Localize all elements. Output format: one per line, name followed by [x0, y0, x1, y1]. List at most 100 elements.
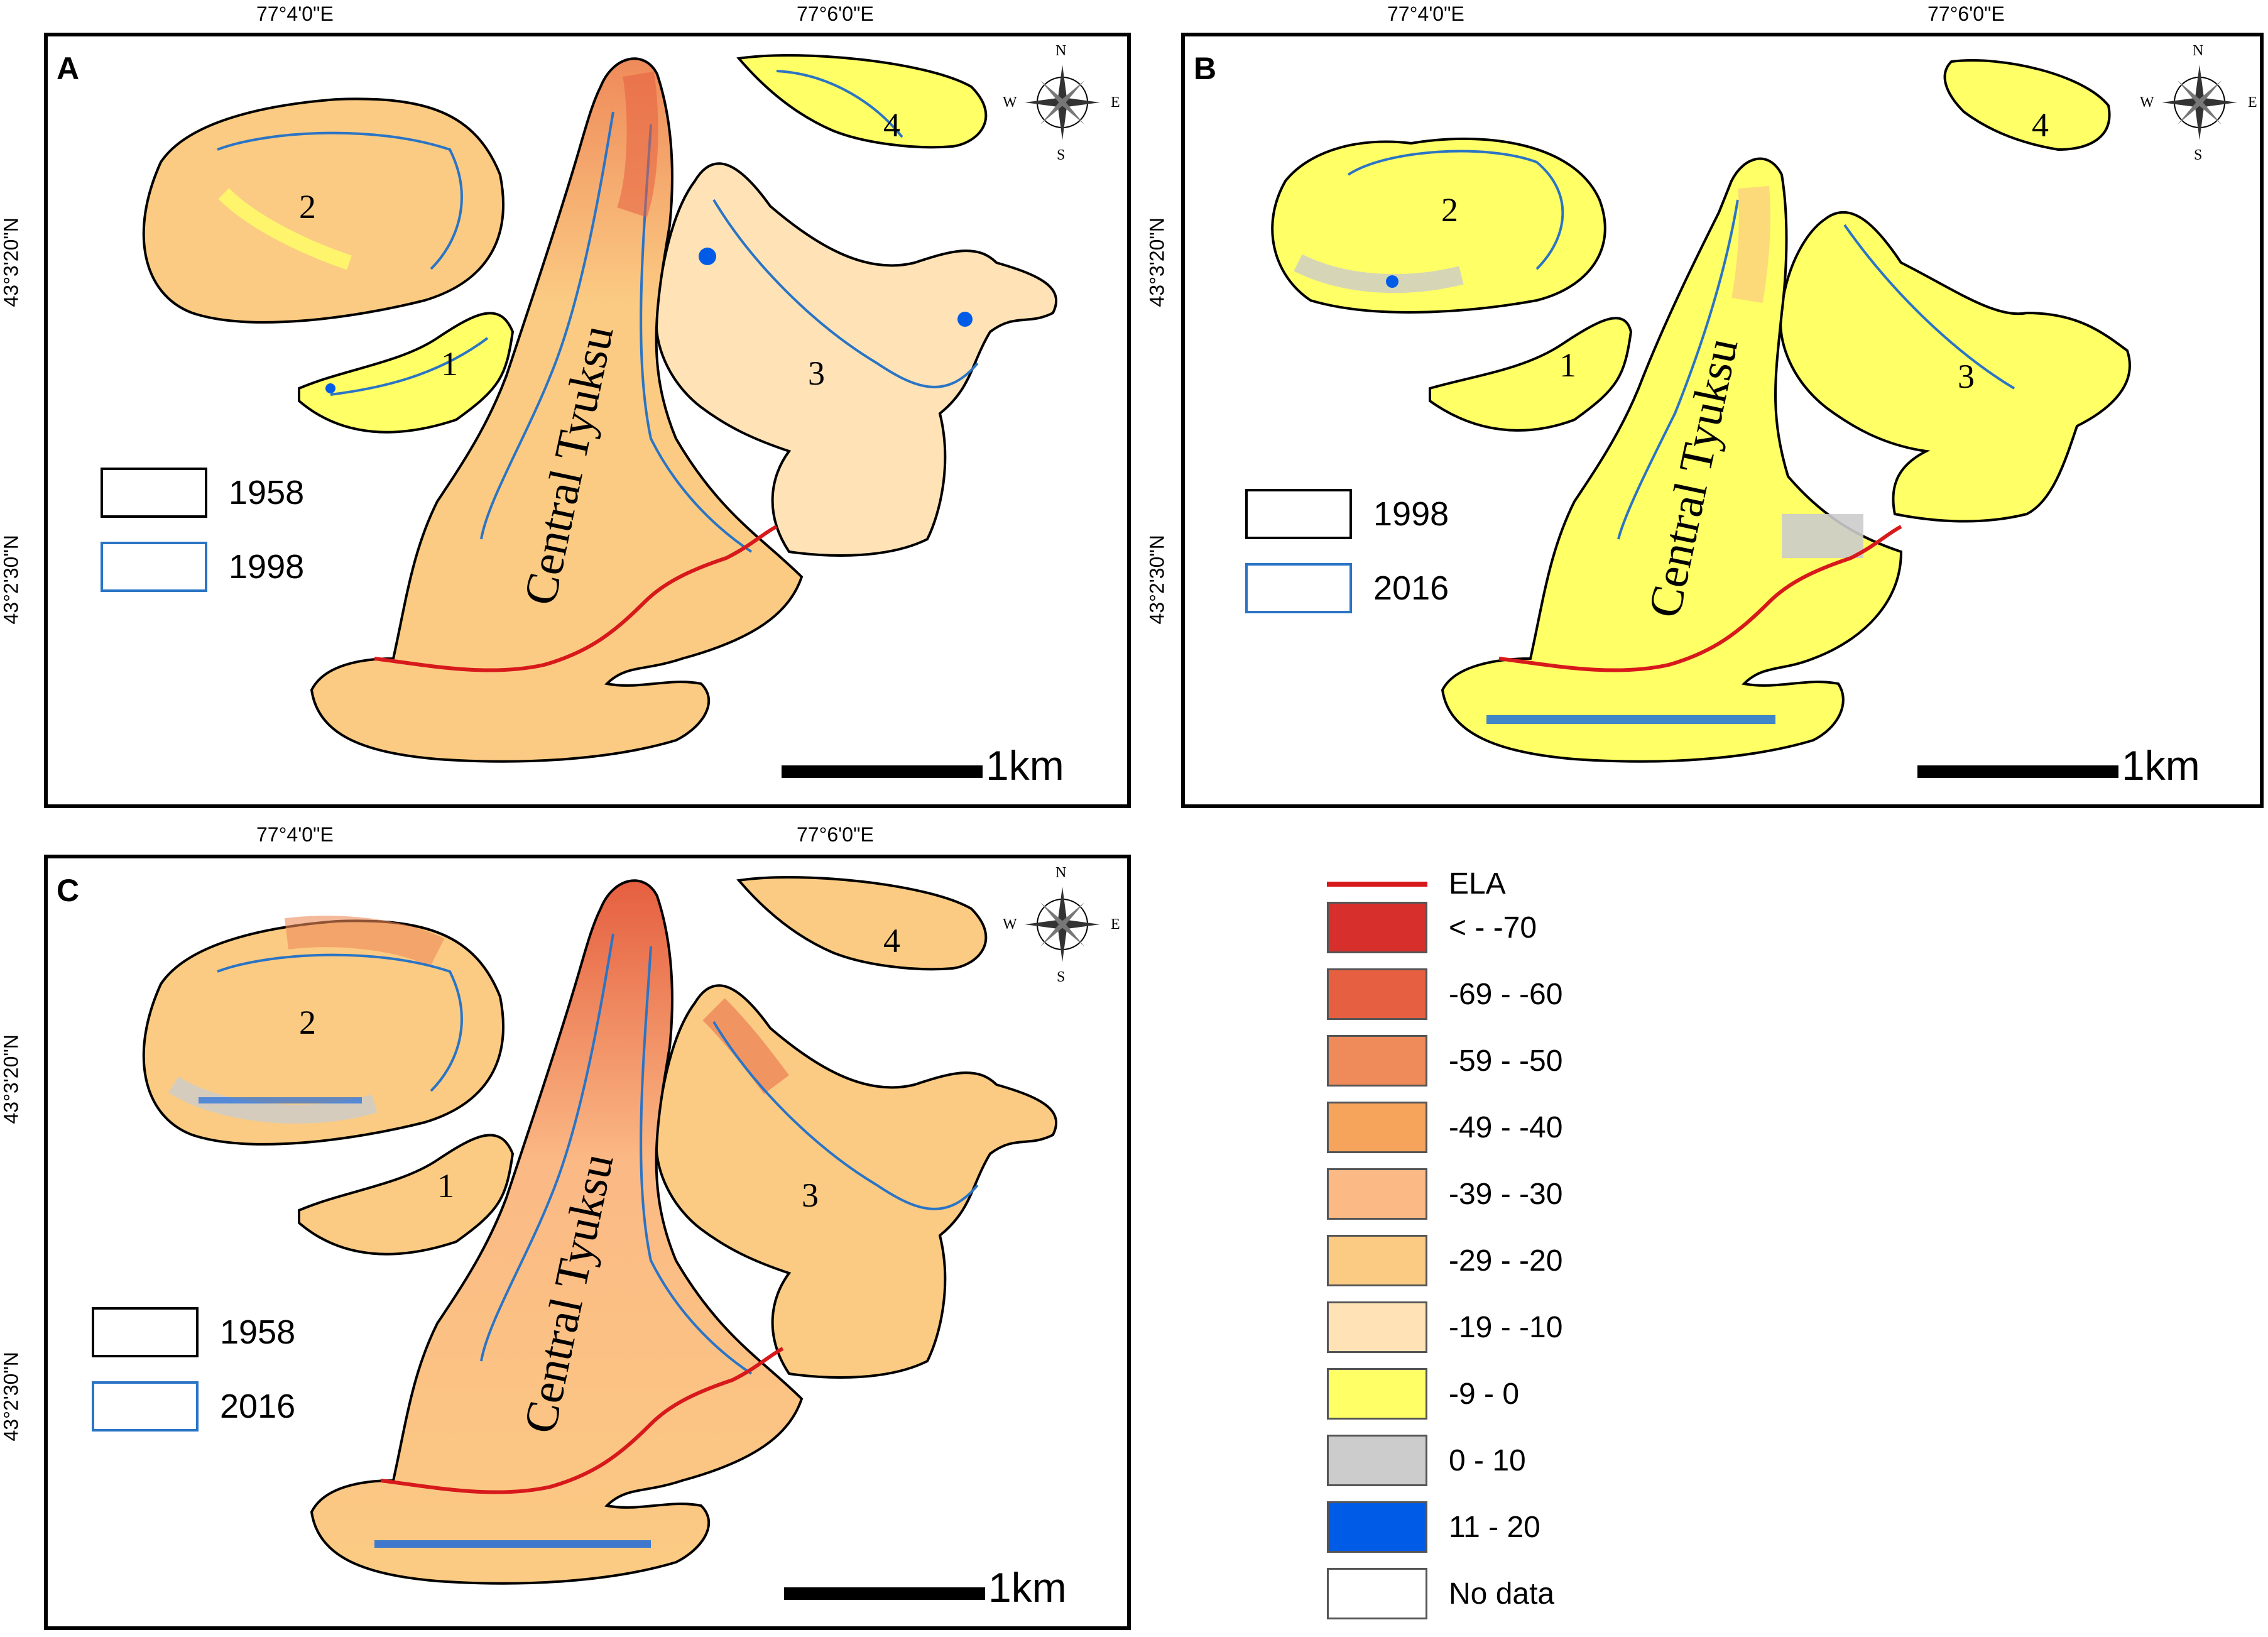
glacier-label-4-c: 4	[883, 922, 900, 960]
glacier-1-a	[298, 312, 515, 434]
compass-e-a: E	[1111, 94, 1120, 111]
legend-class-label: -59 - -50	[1449, 1044, 1563, 1078]
compass-w-b: W	[2140, 94, 2154, 111]
ela-line-b	[1498, 525, 1902, 672]
legend-swatch	[1327, 1368, 1427, 1420]
legend-swatch	[1327, 1035, 1427, 1087]
panel-label-c: C	[57, 873, 80, 908]
panel-label-a: A	[57, 51, 80, 86]
compass-e-b: E	[2248, 94, 2257, 111]
legend-class-row: -19 - -10	[1327, 1301, 1562, 1353]
legend-class-row: -49 - -40	[1327, 1102, 1562, 1153]
elevation-change-legend: ELA < - -70 -69 - -60 -59 - -50 -49 - -4…	[1327, 858, 1704, 1637]
lon-label-6-b: 77°6'0"E	[1927, 3, 2005, 25]
ela-line-c	[380, 1347, 784, 1494]
outline-year-b-2: 2016	[1373, 569, 1449, 607]
outline-legend-row-1-b: 1998	[1245, 489, 1449, 539]
glacier-map-c	[142, 876, 1058, 1585]
central-tyuksu-c	[310, 879, 804, 1585]
compass-icon	[2162, 65, 2237, 140]
lon-label-6-c: 77°6'0"E	[797, 823, 874, 846]
outline-year-c-2: 2016	[220, 1388, 296, 1425]
legend-class-label: 11 - 20	[1449, 1510, 1540, 1544]
lon-label-4-a: 77°4'0"E	[256, 3, 334, 25]
legend-class-row: No data	[1327, 1568, 1554, 1619]
glacier-3-b	[1779, 211, 2131, 523]
glacier-1-c	[298, 1134, 515, 1256]
lat-label-20-c: 43°3'20"N	[0, 1034, 23, 1124]
legend-swatch	[1327, 1102, 1427, 1153]
scale-bar-label: 1km	[988, 1564, 1067, 1611]
glacier-map-a	[142, 54, 1058, 763]
glacier-label-3-a: 3	[808, 354, 825, 392]
lat-label-30-a: 43°2'30"N	[0, 535, 23, 625]
legend-swatch	[1327, 968, 1427, 1020]
compass-w-c: W	[1003, 916, 1017, 933]
outline-swatch-blue-a	[101, 542, 207, 592]
outline-swatch-blue-c	[92, 1381, 199, 1432]
outline-year-c-1: 1958	[220, 1313, 296, 1351]
outline-legend-row-2-a: 1998	[101, 542, 304, 592]
panel-label-b: B	[1194, 51, 1217, 86]
outline-legend-row-2-c: 2016	[92, 1381, 295, 1432]
legend-class-row: -9 - 0	[1327, 1368, 1519, 1420]
outline-legend-row-2-b: 2016	[1245, 563, 1449, 613]
glacier-label-2-c: 2	[299, 1004, 316, 1041]
scale-bar-line	[784, 1587, 985, 1600]
glacier-label-4-b: 4	[2032, 106, 2049, 144]
glacier-label-1-c: 1	[437, 1167, 454, 1205]
legend-ela-label: ELA	[1449, 867, 1506, 901]
legend-class-row: 0 - 10	[1327, 1435, 1526, 1486]
compass-s-c: S	[1057, 969, 1066, 985]
outline-swatch-black-c	[92, 1307, 199, 1357]
legend-class-label: -49 - -40	[1449, 1110, 1563, 1144]
glacier-2-a	[142, 97, 504, 324]
central-tyuksu-b	[1441, 157, 1903, 763]
compass-s-b: S	[2194, 147, 2203, 163]
glacier-1-b	[1429, 317, 1633, 432]
compass-n-b: N	[2193, 43, 2204, 59]
legend-class-row: -59 - -50	[1327, 1035, 1562, 1087]
compass-e-c: E	[1111, 916, 1120, 933]
legend-class-label: -29 - -20	[1449, 1244, 1563, 1278]
scale-bar-label: 1km	[986, 742, 1064, 789]
legend-class-label: < - -70	[1449, 911, 1537, 944]
scale-bar-line	[782, 765, 983, 778]
glacier-map-b	[1271, 59, 2131, 763]
compass-n-c: N	[1055, 865, 1067, 881]
legend-class-row: -69 - -60	[1327, 968, 1562, 1020]
glacier-3-a	[655, 162, 1058, 557]
legend-class-label: No data	[1449, 1577, 1555, 1611]
glacier-4-c	[736, 876, 988, 971]
legend-ela-row: ELA	[1327, 867, 1506, 901]
lat-label-20-b: 43°3'20"N	[1145, 217, 1169, 307]
lon-label-6-a: 77°6'0"E	[797, 3, 874, 25]
compass-w-a: W	[1003, 94, 1017, 111]
legend-class-row: -39 - -30	[1327, 1168, 1562, 1220]
central-tyuksu-a	[310, 57, 804, 763]
panel-b: B 2 1 3 4 Central Tyuksu N S W E 1998 20…	[1181, 33, 2264, 808]
outline-year-b-1: 1998	[1373, 495, 1449, 533]
outline-legend-row-1-a: 1958	[101, 468, 304, 518]
glacier-4-b	[1943, 59, 2111, 151]
legend-class-label: -69 - -60	[1449, 977, 1563, 1011]
glacier-label-2-b: 2	[1441, 191, 1458, 229]
glacier-2-b	[1271, 137, 1606, 314]
compass-icon	[1025, 65, 1100, 140]
legend-swatch	[1327, 1235, 1427, 1286]
scale-bar-line	[1917, 765, 2118, 778]
compass-n-a: N	[1055, 43, 1067, 59]
lat-label-20-a: 43°3'20"N	[0, 217, 23, 307]
compass-s-a: S	[1057, 147, 1066, 163]
legend-class-label: -19 - -10	[1449, 1310, 1563, 1344]
lat-label-30-c: 43°2'30"N	[0, 1352, 23, 1442]
legend-swatch	[1327, 1501, 1427, 1553]
outline-swatch-black-a	[101, 468, 207, 518]
outline-swatch-black-b	[1245, 489, 1352, 539]
legend-swatch	[1327, 1435, 1427, 1486]
glacier-label-3-c: 3	[802, 1176, 819, 1214]
legend-class-label: -39 - -30	[1449, 1177, 1563, 1211]
lon-label-4-b: 77°4'0"E	[1387, 3, 1464, 25]
glacier-label-1-b: 1	[1559, 346, 1576, 384]
outline-swatch-blue-b	[1245, 563, 1352, 613]
